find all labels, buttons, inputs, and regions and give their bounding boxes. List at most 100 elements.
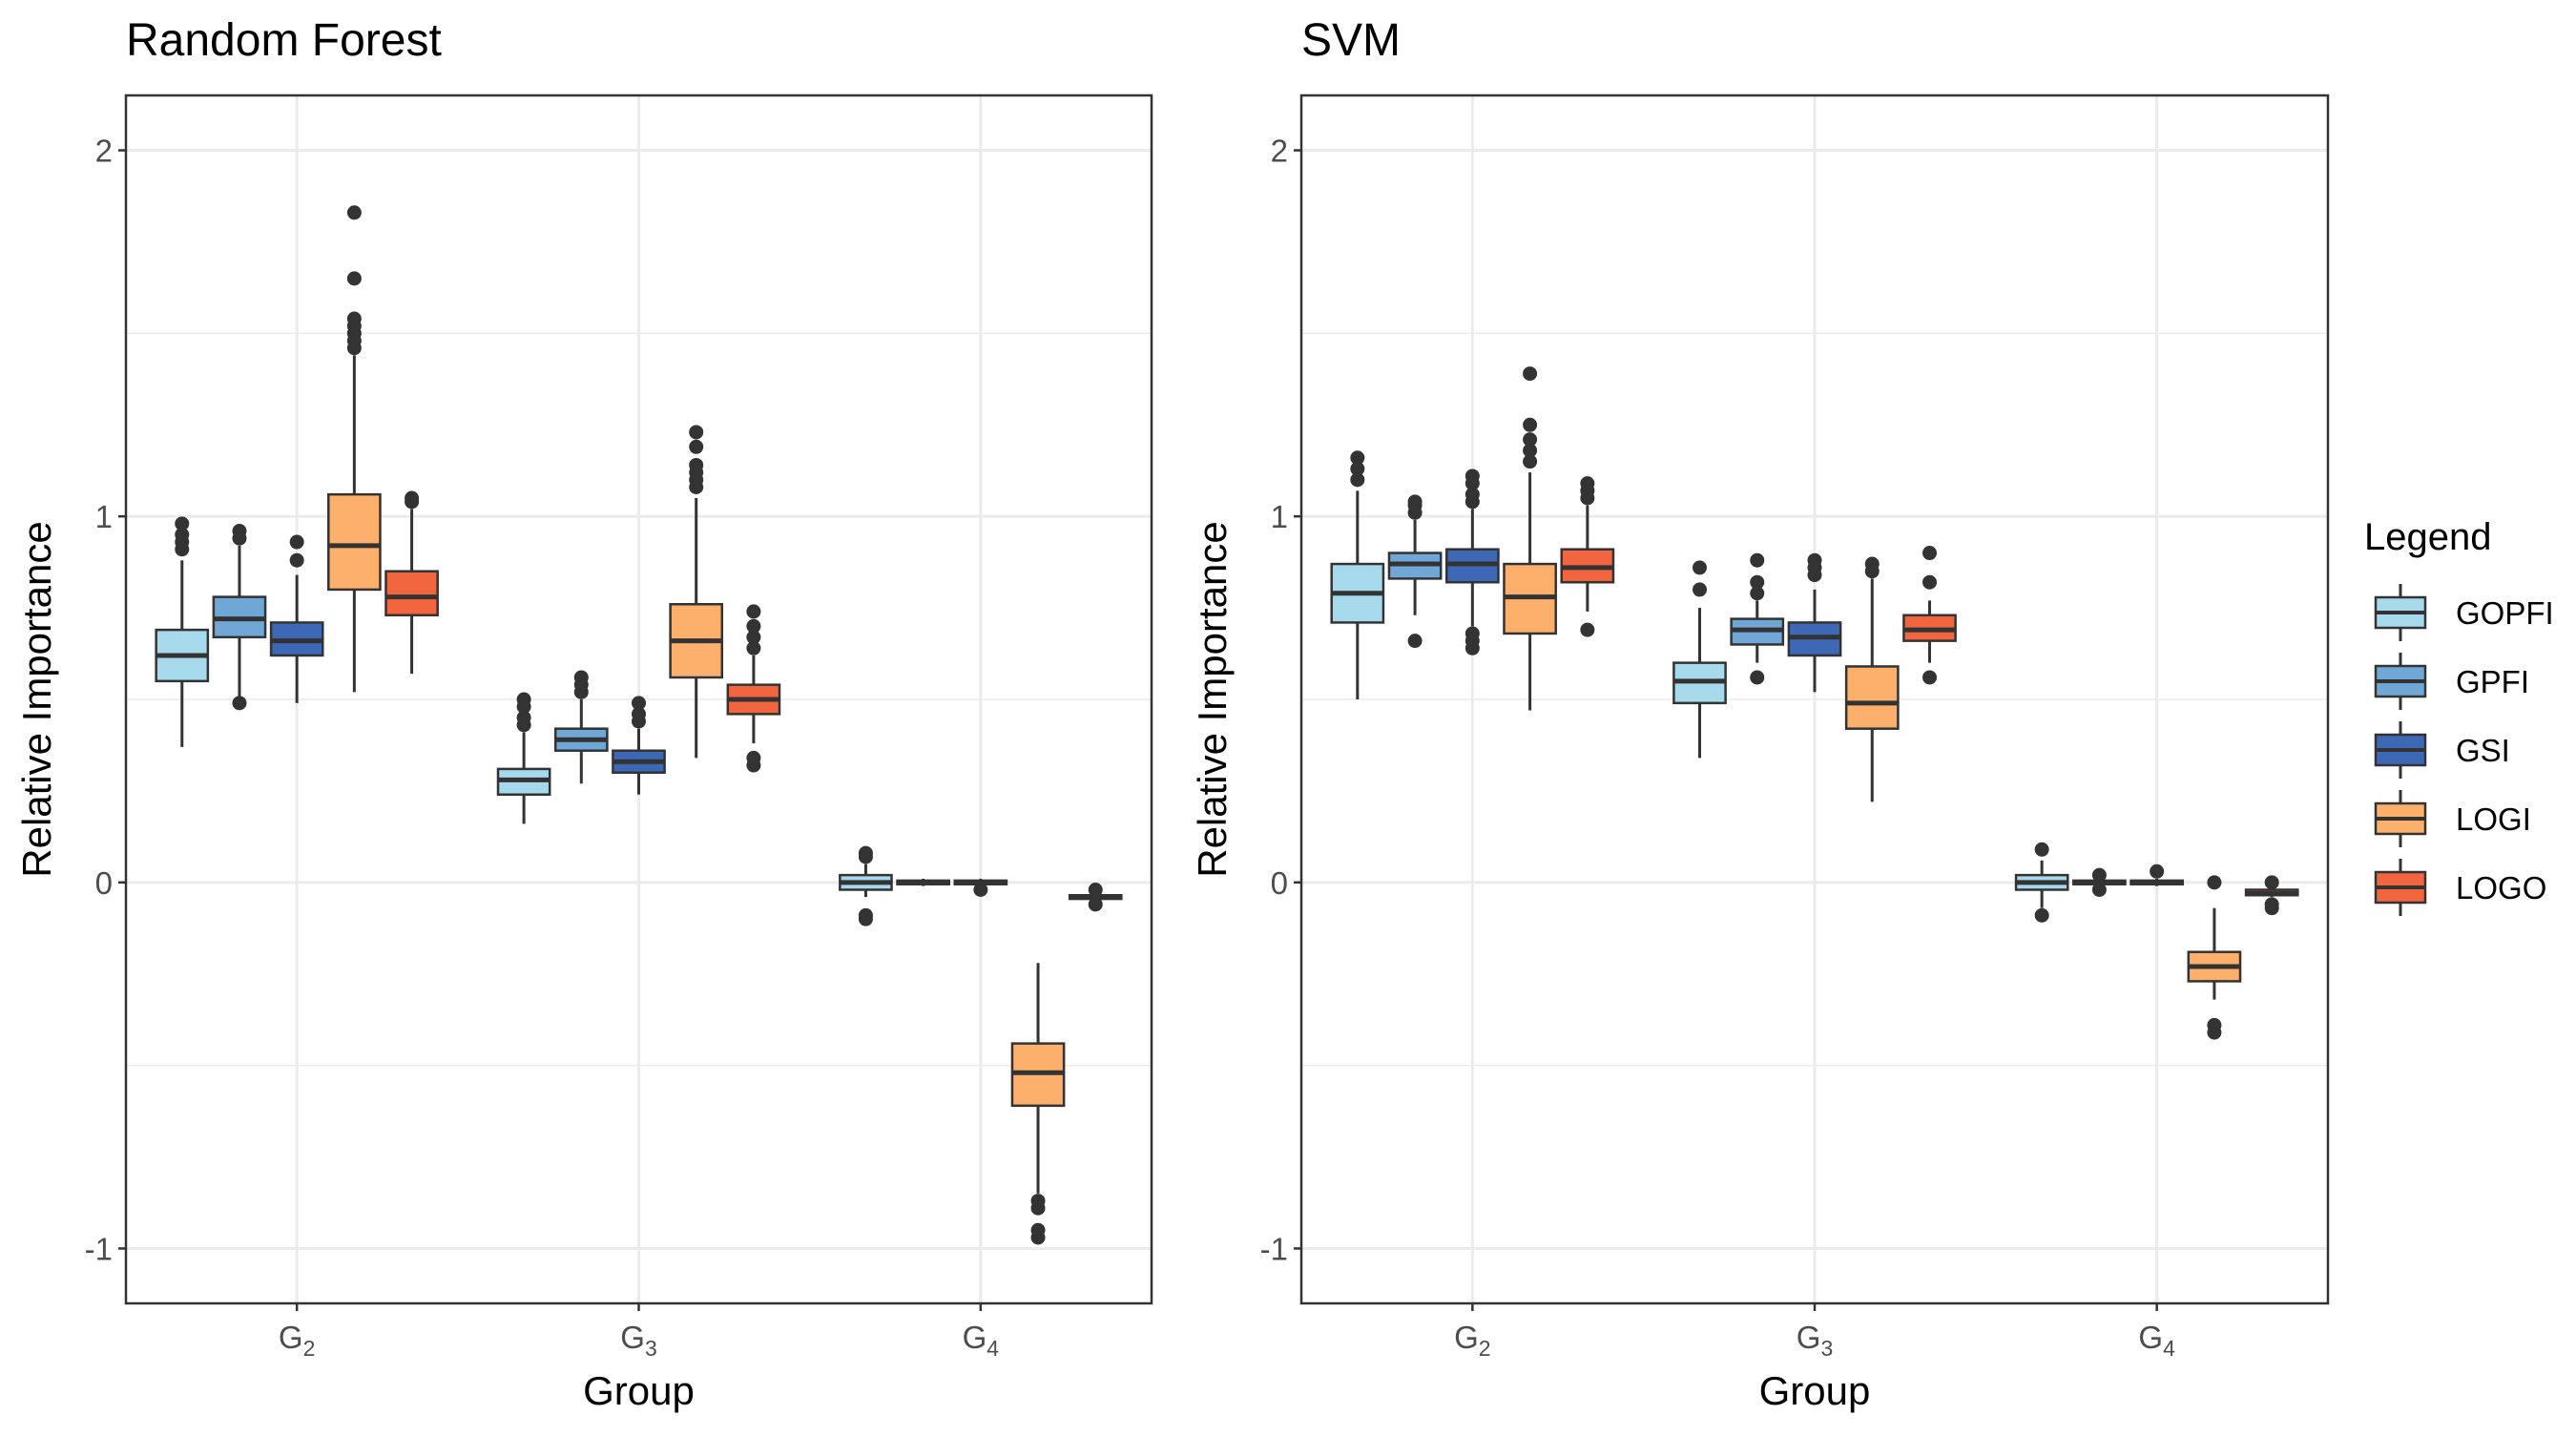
- outlier-point: [746, 640, 761, 656]
- outlier-point: [1922, 670, 1938, 685]
- box-GSI-1: [1787, 552, 1842, 693]
- y-tick-label: 2: [95, 134, 113, 169]
- outlier-point: [2150, 864, 2165, 879]
- series-GPFI: [1387, 494, 2127, 897]
- box-LOGI-2: [2187, 875, 2242, 1040]
- y-tick-label: 2: [1271, 134, 1288, 169]
- legend-item-label: LOGO: [2456, 870, 2546, 905]
- outlier-point: [573, 670, 589, 685]
- y-tick-label: 1: [95, 499, 113, 534]
- box-LOGO-0: [384, 490, 439, 675]
- outlier-point: [516, 692, 531, 707]
- box-LOGO-0: [1560, 476, 1615, 637]
- outlier-point: [405, 490, 420, 506]
- box-GPFI-0: [1387, 494, 1443, 649]
- outlier-point: [1580, 476, 1595, 491]
- series-GSI: [269, 534, 1008, 897]
- outlier-point: [973, 882, 988, 897]
- box-GOPFI-2: [839, 845, 893, 926]
- box-GPFI-1: [1730, 552, 1785, 685]
- chart-panel-1: SVM -1 0 1 2 G2 G3 G4 Group Relative Importance: [1190, 15, 2330, 1413]
- outlier-point: [858, 845, 873, 861]
- outlier-point: [858, 907, 873, 923]
- legend-item-GPFI: GPFI: [2374, 653, 2529, 710]
- outlier-point: [1580, 622, 1595, 637]
- outlier-point: [1750, 586, 1765, 601]
- outlier-point: [1350, 450, 1365, 466]
- legend-item-label: LOGI: [2456, 801, 2531, 837]
- box-GSI-2: [953, 878, 1008, 897]
- x-axis-title: Group: [583, 1368, 695, 1413]
- outlier-point: [746, 630, 761, 645]
- y-tick-label: -1: [1260, 1231, 1288, 1266]
- box-GPFI-2: [2072, 867, 2127, 897]
- x-axis-title: Group: [1759, 1368, 1871, 1413]
- outlier-point: [232, 524, 247, 539]
- box-GSI-1: [612, 696, 666, 795]
- outlier-point: [1465, 487, 1480, 502]
- outlier-point: [346, 311, 362, 326]
- box-GOPFI-1: [1672, 560, 1727, 759]
- outlier-point: [1465, 468, 1480, 484]
- box-GSI-0: [1444, 468, 1500, 656]
- outlier-point: [1750, 574, 1765, 590]
- outlier-point: [1750, 552, 1765, 568]
- outlier-point: [175, 516, 190, 531]
- outlier-point: [346, 205, 362, 220]
- series-LOGI: [327, 205, 1066, 1245]
- outlier-point: [1030, 1200, 1046, 1216]
- outlier-point: [1692, 560, 1707, 575]
- box-body: [384, 570, 439, 617]
- y-tick-label: -1: [85, 1231, 113, 1266]
- outlier-point: [1407, 634, 1423, 649]
- y-axis-title: Relative Importance: [1190, 521, 1235, 878]
- legend-item-GSI: GSI: [2374, 721, 2510, 779]
- series-LOGO: [384, 490, 1123, 912]
- outlier-point: [632, 696, 646, 711]
- outlier-point: [289, 552, 304, 568]
- box-GOPFI-2: [2014, 842, 2069, 923]
- box-GSI-0: [269, 534, 324, 703]
- box-GPFI-2: [896, 878, 950, 886]
- chart-title: SVM: [1301, 15, 1401, 66]
- x-tick-label: G2: [1454, 1320, 1490, 1361]
- outlier-point: [1350, 472, 1365, 488]
- box-LOGI-0: [327, 205, 382, 693]
- outlier-point: [2034, 842, 2049, 857]
- legend: Legend GOPFI GPFI GSI LOGI LOGO: [2364, 516, 2554, 916]
- box-GOPFI-0: [1330, 450, 1385, 699]
- series-GPFI: [212, 524, 950, 886]
- outlier-point: [2207, 1025, 2222, 1040]
- series-LOGI: [1503, 366, 2242, 1040]
- outlier-point: [1523, 432, 1538, 447]
- outlier-point: [175, 527, 190, 542]
- outlier-point: [1350, 461, 1365, 476]
- legend-item-GOPFI: GOPFI: [2374, 584, 2554, 641]
- outlier-point: [746, 604, 761, 619]
- outlier-point: [1523, 417, 1538, 432]
- box-LOGI-1: [1844, 556, 1900, 802]
- box-LOGI-1: [669, 425, 724, 759]
- x-tick-label: G4: [963, 1320, 1000, 1361]
- outlier-point: [689, 439, 704, 454]
- legend-item-LOGI: LOGI: [2374, 790, 2531, 847]
- outlier-point: [1922, 574, 1938, 590]
- box-LOGO-1: [726, 604, 781, 773]
- outlier-point: [689, 425, 704, 440]
- chart-title: Random Forest: [126, 15, 442, 66]
- outlier-point: [2207, 875, 2222, 890]
- outlier-point: [1407, 494, 1423, 510]
- outlier-point: [1750, 670, 1765, 685]
- outlier-point: [516, 710, 531, 725]
- outlier-point: [1088, 882, 1103, 897]
- outlier-point: [1088, 897, 1103, 912]
- box-LOGO-2: [2244, 875, 2299, 916]
- legend-item-LOGO: LOGO: [2374, 859, 2546, 916]
- outlier-point: [2264, 897, 2279, 912]
- box-LOGO-2: [1068, 882, 1123, 912]
- box-LOGI-0: [1503, 366, 1557, 711]
- outlier-point: [2091, 882, 2107, 897]
- outlier-point: [746, 618, 761, 634]
